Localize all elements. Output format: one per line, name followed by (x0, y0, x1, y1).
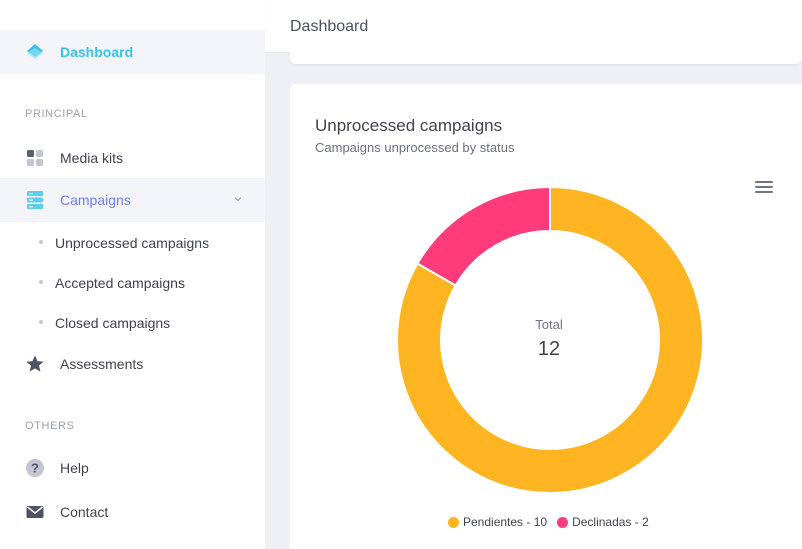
chart-menu-button[interactable] (755, 181, 773, 195)
sidebar-item-label: Media kits (60, 150, 124, 166)
page-title: Dashboard (290, 18, 369, 35)
sidebar-subitem-unprocessed[interactable]: Unprocessed campaigns (0, 222, 265, 262)
sidebar-item-contact[interactable]: Contact (0, 490, 265, 534)
sidebar-item-campaigns[interactable]: Campaigns (0, 178, 265, 222)
donut-slice-pendientes[interactable] (396, 185, 704, 494)
bullet-icon (39, 240, 43, 244)
sidebar-item-help[interactable]: ? Help (0, 446, 265, 490)
hamburger-icon (755, 181, 773, 183)
donut-total-value: 12 (537, 338, 561, 360)
sidebar: Dashboard PRINCIPAL Media kits Campaigns… (0, 0, 265, 549)
donut-total-label: Total (535, 317, 563, 332)
bullet-icon (39, 280, 43, 284)
legend-marker (448, 516, 459, 528)
card-title: Unprocessed campaigns (315, 116, 503, 135)
donut-chart (396, 185, 704, 494)
top-header: Dashboard (265, 0, 802, 52)
donut-slice-declinadas[interactable] (416, 185, 551, 287)
sidebar-item-dashboard[interactable]: Dashboard (0, 30, 265, 74)
chart-legend: Pendientes - 10 Declinadas - 2 (448, 515, 649, 529)
server-icon (27, 191, 43, 209)
section-title-principal: PRINCIPAL (25, 108, 88, 120)
sidebar-item-label: Assessments (60, 356, 144, 372)
mail-icon (26, 506, 44, 518)
legend-label: Pendientes - 10 (463, 515, 548, 529)
sidebar-item-label: Campaigns (60, 192, 131, 208)
chevron-down-icon[interactable] (233, 194, 243, 204)
sidebar-item-assessments[interactable]: Assessments (0, 342, 265, 386)
sidebar-subitem-label: Closed campaigns (55, 315, 171, 331)
svg-text:?: ? (31, 461, 39, 476)
card-subtitle: Campaigns unprocessed by status (315, 140, 515, 155)
grid-icon (27, 150, 43, 166)
legend-marker (557, 516, 569, 528)
sidebar-subitem-closed[interactable]: Closed campaigns (0, 302, 265, 342)
layers-icon (27, 44, 43, 59)
legend-label: Declinadas - 2 (572, 515, 649, 529)
collapsed-card-strip (290, 52, 802, 64)
sidebar-item-label: Help (60, 460, 89, 476)
legend-item-declinadas[interactable]: Declinadas - 2 (557, 515, 649, 529)
legend-item-pendientes[interactable]: Pendientes - 10 (448, 515, 547, 529)
sidebar-item-media-kits[interactable]: Media kits (0, 136, 265, 180)
chart-card: Unprocessed campaigns Campaigns unproces… (290, 84, 802, 549)
sidebar-subitem-accepted[interactable]: Accepted campaigns (0, 262, 265, 302)
sidebar-item-label: Contact (60, 504, 109, 520)
sidebar-subitem-label: Accepted campaigns (55, 275, 185, 291)
section-title-others: OTHERS (25, 420, 75, 432)
sidebar-subitem-label: Unprocessed campaigns (55, 235, 210, 251)
star-icon (26, 355, 44, 372)
bullet-icon (39, 320, 43, 324)
help-icon: ? (26, 459, 44, 477)
sidebar-item-label: Dashboard (60, 44, 134, 60)
